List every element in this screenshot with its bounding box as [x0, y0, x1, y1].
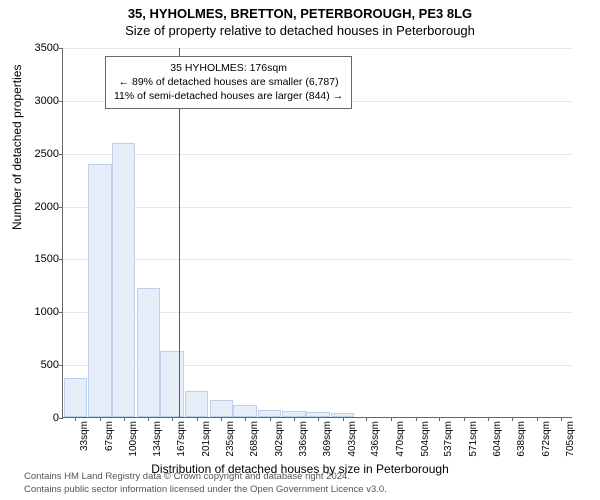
- chart-area: 050010001500200025003000350033sqm67sqm10…: [62, 48, 572, 418]
- ytick-label: 3000: [21, 95, 59, 107]
- ytick-mark: [59, 259, 63, 260]
- xtick-label: 100sqm: [128, 421, 139, 457]
- xtick-label: 134sqm: [152, 421, 163, 457]
- xtick-mark: [197, 417, 198, 421]
- xtick-mark: [416, 417, 417, 421]
- histogram-bar: [64, 378, 87, 417]
- ytick-mark: [59, 312, 63, 313]
- annotation-line-2: ← 89% of detached houses are smaller (6,…: [114, 75, 343, 89]
- xtick-label: 571sqm: [468, 421, 479, 457]
- xtick-mark: [391, 417, 392, 421]
- xtick-label: 201sqm: [201, 421, 212, 457]
- gridline: [63, 207, 572, 208]
- xtick-mark: [148, 417, 149, 421]
- xtick-label: 470sqm: [395, 421, 406, 457]
- ytick-label: 1000: [21, 306, 59, 318]
- xtick-label: 235sqm: [225, 421, 236, 457]
- footer-line-1: Contains HM Land Registry data © Crown c…: [24, 471, 387, 483]
- xtick-mark: [294, 417, 295, 421]
- ytick-label: 2000: [21, 201, 59, 213]
- xtick-label: 268sqm: [249, 421, 260, 457]
- xtick-label: 672sqm: [541, 421, 552, 457]
- xtick-mark: [512, 417, 513, 421]
- xtick-label: 369sqm: [322, 421, 333, 457]
- xtick-mark: [318, 417, 319, 421]
- histogram-bar: [160, 351, 183, 417]
- gridline: [63, 154, 572, 155]
- xtick-label: 604sqm: [492, 421, 503, 457]
- ytick-mark: [59, 418, 63, 419]
- annotation-line-1: 35 HYHOLMES: 176sqm: [114, 61, 343, 75]
- xtick-mark: [366, 417, 367, 421]
- footer: Contains HM Land Registry data © Crown c…: [24, 471, 387, 496]
- ytick-mark: [59, 48, 63, 49]
- ytick-mark: [59, 365, 63, 366]
- footer-line-2: Contains public sector information licen…: [24, 484, 387, 496]
- xtick-mark: [488, 417, 489, 421]
- ytick-label: 500: [21, 359, 59, 371]
- xtick-mark: [343, 417, 344, 421]
- ytick-mark: [59, 207, 63, 208]
- xtick-label: 33sqm: [79, 421, 90, 451]
- histogram-bar: [185, 391, 208, 417]
- xtick-label: 336sqm: [298, 421, 309, 457]
- ytick-label: 0: [21, 412, 59, 424]
- histogram-bar: [233, 405, 256, 417]
- xtick-mark: [245, 417, 246, 421]
- ytick-mark: [59, 101, 63, 102]
- xtick-mark: [172, 417, 173, 421]
- histogram-bar: [137, 288, 160, 417]
- subtitle: Size of property relative to detached ho…: [0, 23, 600, 38]
- xtick-label: 436sqm: [370, 421, 381, 457]
- ytick-mark: [59, 154, 63, 155]
- xtick-label: 504sqm: [420, 421, 431, 457]
- annotation-box: 35 HYHOLMES: 176sqm ← 89% of detached ho…: [105, 56, 352, 109]
- xtick-mark: [75, 417, 76, 421]
- ytick-label: 2500: [21, 148, 59, 160]
- xtick-mark: [464, 417, 465, 421]
- xtick-mark: [270, 417, 271, 421]
- title-block: 35, HYHOLMES, BRETTON, PETERBOROUGH, PE3…: [0, 0, 600, 38]
- xtick-mark: [221, 417, 222, 421]
- xtick-label: 167sqm: [176, 421, 187, 457]
- histogram-bar: [210, 400, 233, 417]
- histogram-bar: [112, 143, 135, 417]
- annotation-line-3: 11% of semi-detached houses are larger (…: [114, 89, 343, 103]
- xtick-label: 638sqm: [516, 421, 527, 457]
- address-title: 35, HYHOLMES, BRETTON, PETERBOROUGH, PE3…: [0, 6, 600, 21]
- xtick-label: 302sqm: [274, 421, 285, 457]
- histogram-bar: [88, 164, 111, 417]
- xtick-label: 537sqm: [443, 421, 454, 457]
- xtick-mark: [439, 417, 440, 421]
- gridline: [63, 48, 572, 49]
- xtick-mark: [100, 417, 101, 421]
- gridline: [63, 259, 572, 260]
- ytick-label: 1500: [21, 253, 59, 265]
- xtick-label: 67sqm: [104, 421, 115, 451]
- xtick-mark: [124, 417, 125, 421]
- histogram-bar: [258, 410, 281, 417]
- xtick-label: 705sqm: [565, 421, 576, 457]
- xtick-label: 403sqm: [347, 421, 358, 457]
- ytick-label: 3500: [21, 42, 59, 54]
- xtick-mark: [537, 417, 538, 421]
- xtick-mark: [561, 417, 562, 421]
